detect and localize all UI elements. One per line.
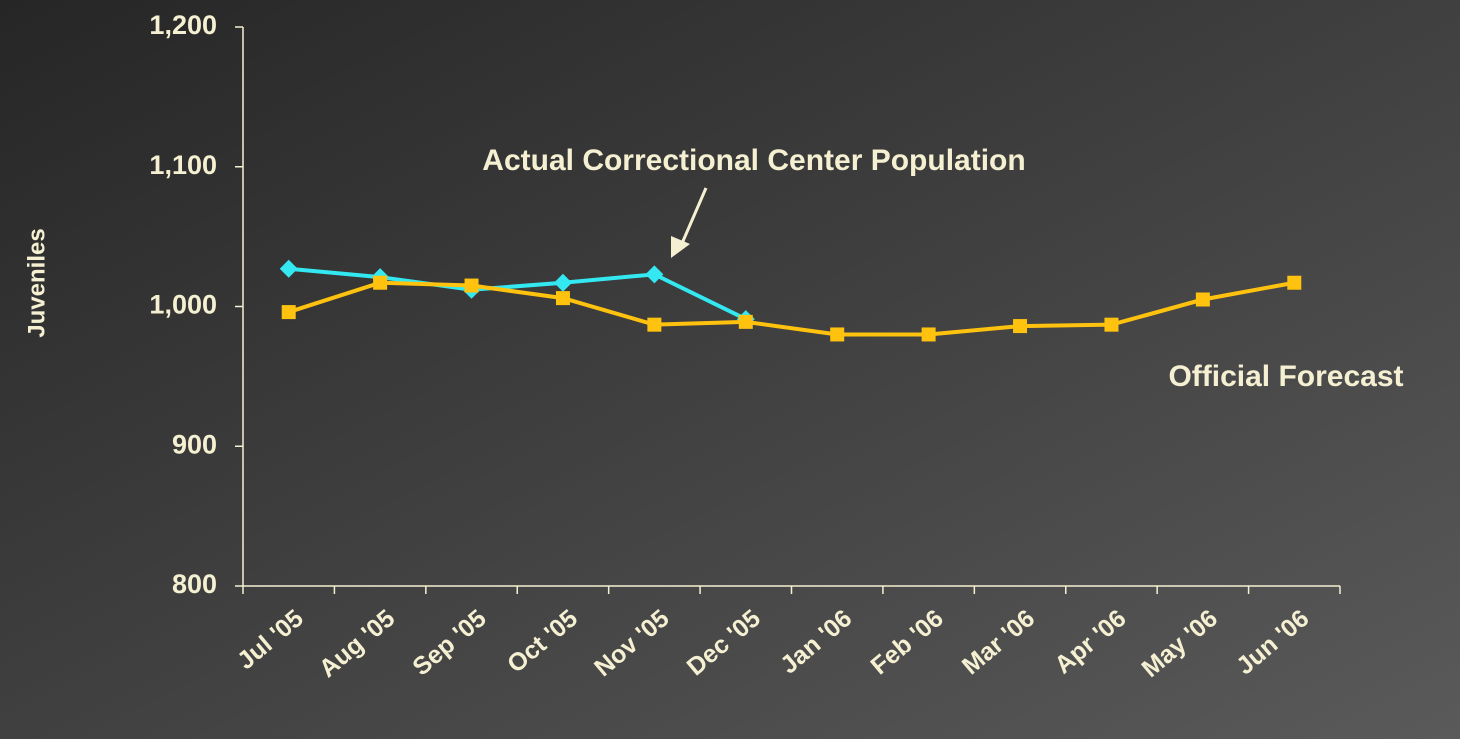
- arrow-head: [671, 236, 690, 258]
- data-point: [921, 327, 936, 342]
- data-point: [553, 273, 572, 292]
- y-tick-label: 1,000: [149, 290, 217, 320]
- series-line: [288, 266, 747, 321]
- y-tick-label: 800: [172, 569, 217, 599]
- data-point: [1013, 319, 1028, 334]
- annotation: Official Forecast: [1168, 360, 1403, 393]
- data-point: [279, 259, 298, 278]
- data-point: [1195, 292, 1210, 307]
- data-point: [645, 265, 664, 284]
- data-point: [1104, 317, 1119, 332]
- y-tick-label: 1,100: [149, 150, 217, 180]
- series-line: [288, 280, 1295, 337]
- arrow-shaft: [678, 187, 708, 249]
- y-tick-label: 900: [172, 429, 217, 459]
- annotation: Actual Correctional Center Population: [482, 144, 1025, 177]
- data-point: [738, 314, 753, 329]
- y-tick-label: 1,200: [149, 10, 217, 40]
- data-point: [464, 278, 479, 293]
- data-point: [1287, 275, 1302, 290]
- data-point: [830, 327, 845, 342]
- data-point: [373, 275, 388, 290]
- y-axis-label: Juveniles: [23, 228, 50, 337]
- data-point: [647, 317, 662, 332]
- data-point: [281, 305, 296, 320]
- data-point: [555, 291, 570, 306]
